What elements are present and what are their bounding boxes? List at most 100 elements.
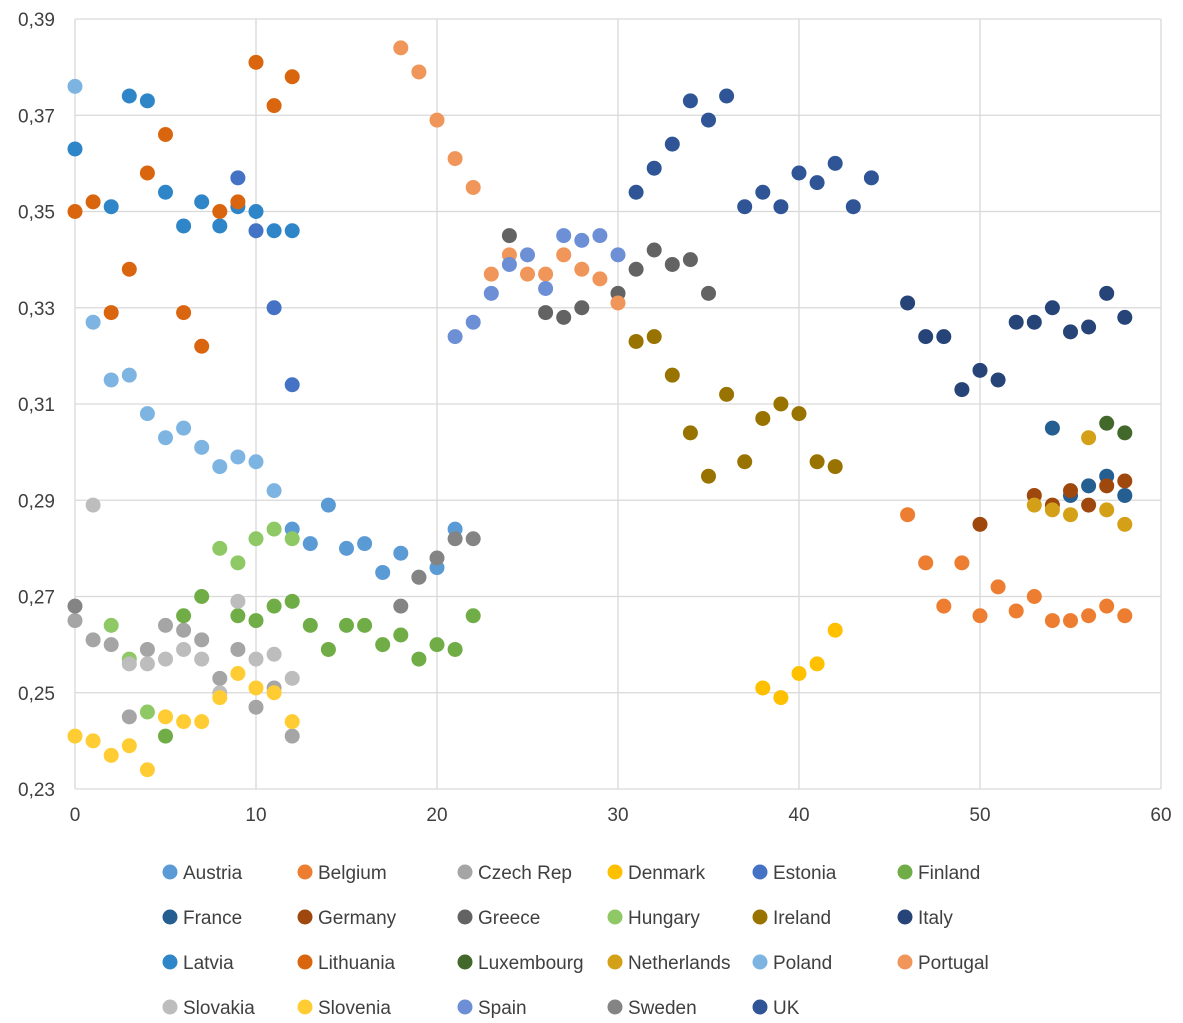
point-lithuania [67,204,83,219]
legend-marker [162,999,178,1015]
point-slovakia [248,651,264,667]
point-poland [121,367,137,383]
y-tick-label: 0,23 [18,780,55,801]
point-portugal [592,271,608,287]
point-finland [320,641,336,657]
legend-item-slovenia: Slovenia [297,998,391,1019]
legend-label: Ireland [773,908,831,929]
point-finland [266,598,282,614]
point-spain [483,285,499,301]
point-portugal [411,64,427,80]
point-slovakia [230,593,246,609]
legend-item-denmark: Denmark [607,863,706,884]
point-estonia [248,223,264,239]
legend-label: Finland [918,863,980,884]
point-belgium [1117,608,1133,624]
point-belgium [1063,613,1078,629]
point-latvia [266,223,282,239]
point-poland [176,420,192,436]
point-slovakia [284,670,300,686]
point-czech-rep [139,641,155,657]
point-belgium [1026,589,1042,604]
x-tick-label: 20 [426,805,447,826]
point-ireland [682,425,698,441]
point-belgium [1099,598,1115,614]
legend-marker [297,999,313,1015]
legend-marker [457,909,473,925]
point-hungary [248,531,264,547]
point-netherlands [1026,497,1042,513]
legend-marker [897,864,913,880]
legend-label: Denmark [628,863,706,884]
point-uk [628,184,644,200]
point-lithuania [230,194,246,210]
point-slovenia [194,714,210,730]
point-sweden [429,550,445,566]
point-belgium [1008,603,1024,619]
point-spain [501,256,517,272]
legend-marker [162,909,178,925]
point-hungary [284,531,300,547]
point-netherlands [1081,430,1097,446]
legend-item-greece: Greece [457,908,540,929]
point-germany [1081,497,1097,513]
point-czech-rep [85,632,101,648]
point-germany [972,516,988,532]
point-slovakia [121,656,137,672]
point-finland [447,641,463,657]
legend-item-spain: Spain [457,998,527,1019]
point-austria [302,536,318,552]
point-finland [230,608,246,624]
point-lithuania [212,204,228,219]
y-tick-label: 0,37 [18,106,55,127]
legend: Austria Belgium Czech Rep Denmark Estonia Fin… [162,863,989,1019]
point-poland [248,454,264,470]
x-tick-label: 50 [969,805,990,826]
legend-item-luxembourg: Luxembourg [457,953,584,974]
point-belgium [1044,613,1060,629]
point-ireland [791,406,807,422]
point-lithuania [121,261,137,277]
point-slovenia [121,738,137,754]
legend-item-netherlands: Netherlands [607,953,730,974]
x-axis-tick-labels: 0 10 20 30 40 50 60 [70,805,1172,826]
point-finland [375,637,391,653]
point-latvia [103,199,119,215]
x-tick-label: 60 [1150,805,1171,826]
legend-label: Poland [773,953,832,974]
legend-label: Sweden [628,998,697,1019]
y-tick-label: 0,33 [18,299,55,320]
point-lithuania [103,305,119,321]
point-latvia [121,88,137,104]
point-poland [212,459,228,475]
legend-label: Spain [478,998,527,1019]
point-uk [863,170,879,186]
legend-marker [457,864,473,880]
legend-marker [607,954,623,970]
point-sweden [411,569,427,585]
point-belgium [954,555,970,571]
point-czech-rep [284,728,300,744]
y-tick-label: 0,31 [18,395,55,416]
point-luxembourg [1117,425,1133,441]
point-netherlands [1117,516,1133,532]
point-greece [556,309,572,325]
legend-item-latvia: Latvia [162,953,234,974]
legend-item-italy: Italy [897,908,953,929]
point-portugal [465,179,481,195]
point-netherlands [1099,502,1115,518]
point-spain [574,232,590,248]
point-ireland [809,454,825,470]
legend-label: Lithuania [318,953,396,974]
point-slovakia [176,641,192,657]
point-czech-rep [67,613,83,629]
point-estonia [284,377,300,393]
point-spain [520,247,535,263]
point-finland [194,589,210,604]
point-austria [320,497,336,513]
point-hungary [230,555,246,571]
point-sweden [67,598,83,614]
point-lithuania [139,165,155,181]
y-axis-tick-labels: 0,23 0,25 0,27 0,29 0,31 0,33 0,35 0,37 0,39 [18,10,55,801]
point-spain [592,228,608,244]
